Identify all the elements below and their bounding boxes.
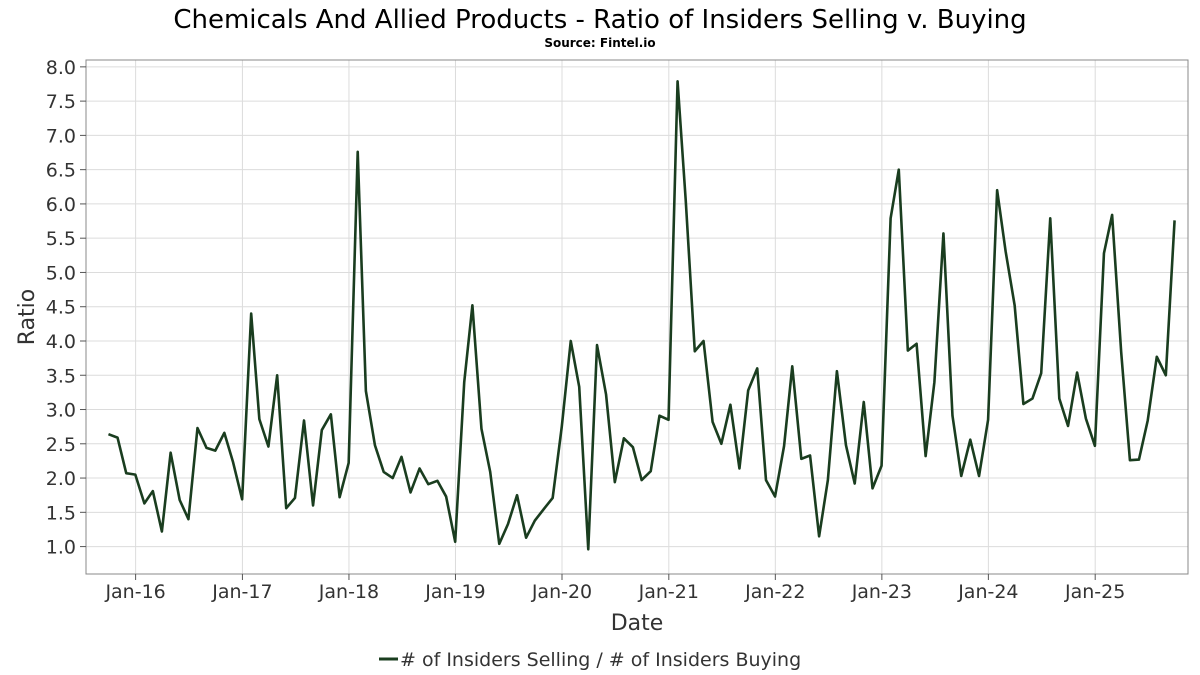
x-tick-label: Jan-20 bbox=[531, 581, 592, 603]
series-layer bbox=[108, 79, 1176, 551]
y-tick-label: 4.5 bbox=[46, 297, 76, 319]
chart-subtitle: Source: Fintel.io bbox=[544, 36, 655, 50]
x-axis: Jan-16 Jan-17 Jan-18 Jan-19 Jan-20 Jan-21 Jan-… bbox=[104, 574, 1125, 603]
chart-title: Chemicals And Allied Products - Ratio of… bbox=[173, 5, 1026, 35]
x-tick-label: Jan-17 bbox=[211, 581, 272, 603]
x-tick-label: Jan-24 bbox=[957, 581, 1018, 603]
series-points bbox=[108, 81, 1175, 550]
x-axis-label: Date bbox=[611, 611, 664, 636]
x-tick-label: Jan-22 bbox=[744, 581, 805, 603]
x-tick-label: Jan-19 bbox=[424, 581, 485, 603]
y-tick-label: 3.5 bbox=[46, 365, 76, 387]
grid-layer bbox=[86, 60, 1188, 574]
x-tick-label: Jan-16 bbox=[104, 581, 165, 603]
y-tick-label: 5.5 bbox=[46, 228, 76, 250]
y-tick-label: 5.0 bbox=[46, 262, 76, 284]
y-axis-label: Ratio bbox=[15, 289, 40, 345]
y-tick-label: 7.0 bbox=[46, 125, 76, 147]
plot-frame bbox=[85, 59, 1189, 575]
y-tick-label: 6.0 bbox=[46, 194, 76, 216]
series-line-insiders-ratio bbox=[108, 79, 1176, 551]
y-tick-label: 2.0 bbox=[46, 468, 76, 490]
x-tick-label: Jan-18 bbox=[318, 581, 379, 603]
legend-label-insiders-ratio: # of Insiders Selling / # of Insiders Bu… bbox=[400, 649, 801, 671]
legend: # of Insiders Selling / # of Insiders Bu… bbox=[379, 649, 801, 671]
y-tick-label: 8.0 bbox=[46, 57, 76, 79]
x-tick-label: Jan-21 bbox=[638, 581, 699, 603]
y-tick-label: 3.0 bbox=[46, 400, 76, 422]
x-tick-label: Jan-23 bbox=[851, 581, 912, 603]
y-axis: 1.0 1.5 2.0 2.5 3.0 3.5 4.0 4.5 5.0 5.5 6.0 6.5 7.0 7… bbox=[46, 57, 86, 559]
y-tick-label: 4.0 bbox=[46, 331, 76, 353]
y-tick-label: 1.0 bbox=[46, 537, 76, 559]
y-tick-label: 7.5 bbox=[46, 91, 76, 113]
y-tick-label: 1.5 bbox=[46, 502, 76, 524]
x-tick-label: Jan-25 bbox=[1064, 581, 1125, 603]
y-tick-label: 2.5 bbox=[46, 434, 76, 456]
y-tick-label: 6.5 bbox=[46, 160, 76, 182]
